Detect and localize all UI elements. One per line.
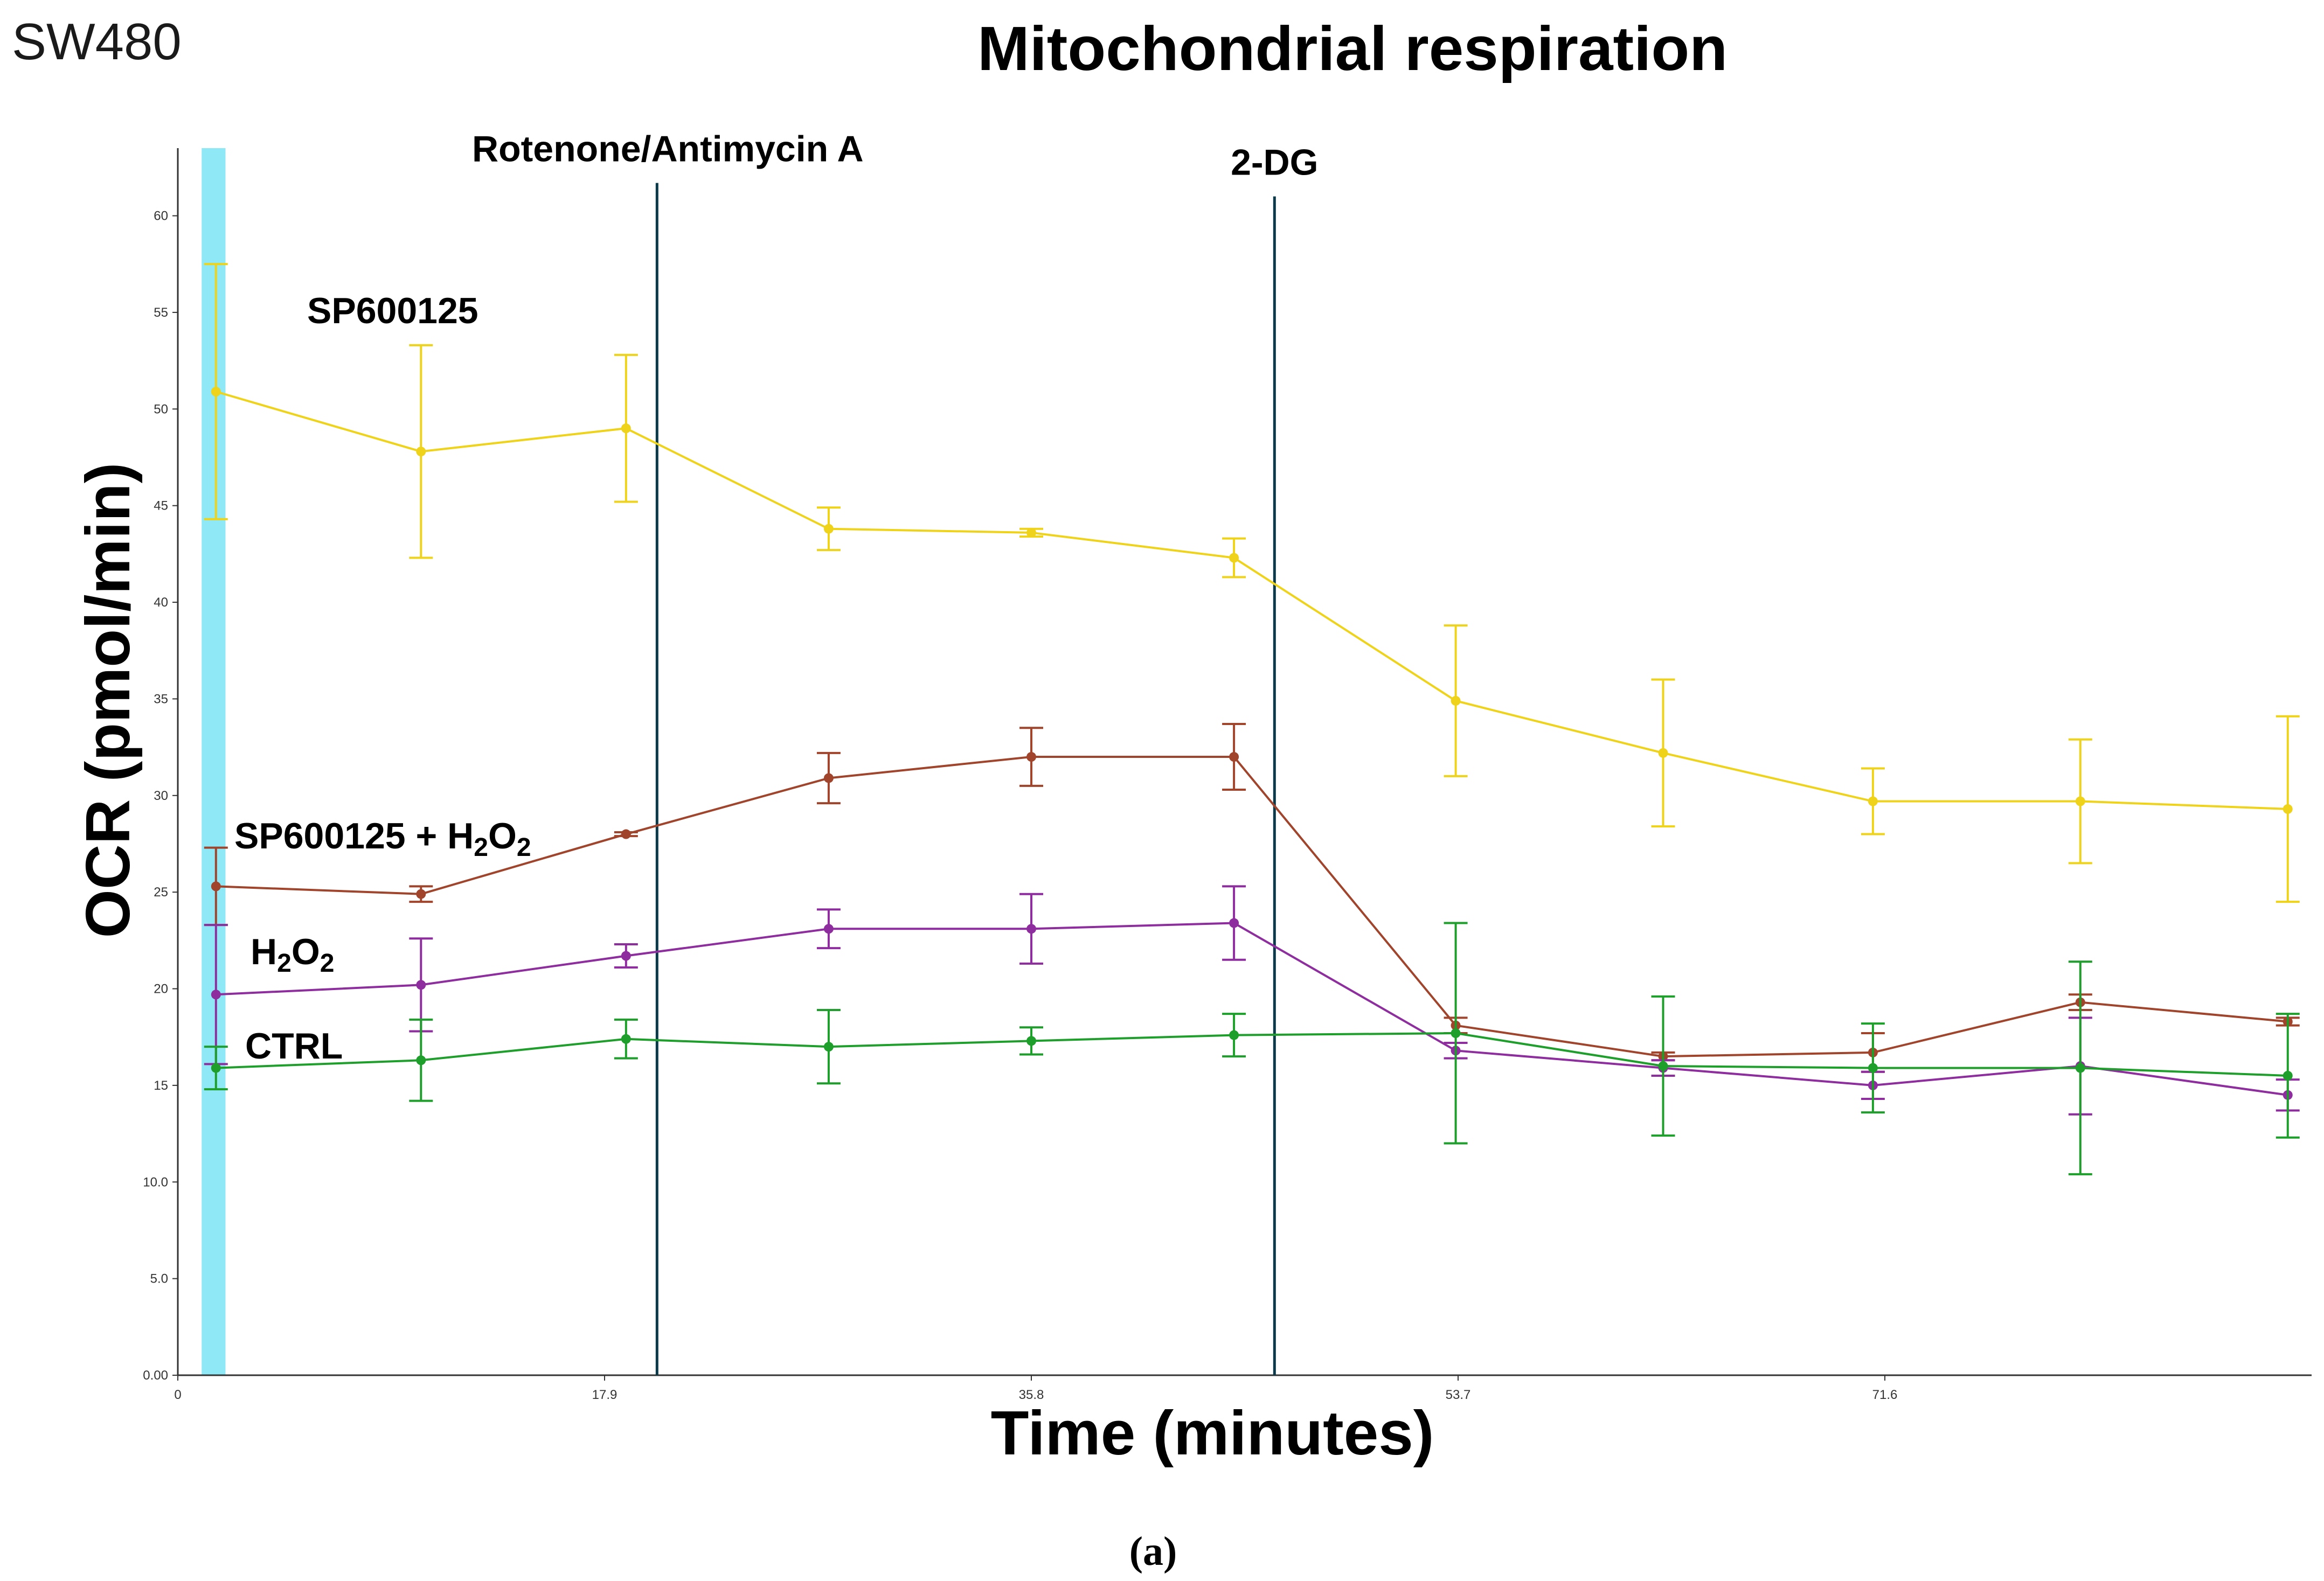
y-tick-label: 35 <box>154 692 168 706</box>
series-label: H2O2 <box>251 931 334 978</box>
series-label: CTRL <box>245 1026 343 1067</box>
y-tick-label: 45 <box>154 499 168 513</box>
data-point <box>823 524 834 534</box>
data-point <box>621 951 631 961</box>
data-point <box>1026 527 1036 538</box>
subscript: 2 <box>277 949 292 978</box>
data-point <box>211 881 221 892</box>
chart-title: Mitochondrial respiration <box>977 13 1728 83</box>
x-tick-label: 35.8 <box>1019 1388 1044 1402</box>
data-point <box>621 423 631 434</box>
panel-label: SW480 <box>12 13 182 71</box>
y-tick-label: 15 <box>154 1078 168 1093</box>
series-label-text: SP600125 <box>307 290 478 331</box>
x-tick-label: 0 <box>174 1388 181 1402</box>
series-label: SP600125 <box>307 290 478 331</box>
data-point <box>211 1063 221 1073</box>
data-point <box>823 773 834 783</box>
y-tick-label: 25 <box>154 885 168 900</box>
series-label: SP600125 + H2O2 <box>234 816 531 862</box>
series-label-text: O <box>292 931 320 972</box>
data-point <box>1026 752 1036 762</box>
data-point <box>1868 796 1878 806</box>
y-tick-label: 40 <box>154 595 168 610</box>
data-point <box>416 980 426 990</box>
data-point <box>2075 1063 2085 1073</box>
data-point <box>416 447 426 457</box>
plot-area: 0.00 5.0 10.0 15 20 25 30 35 40 45 50 55 60 0 17.9 35.8… <box>143 129 2312 1402</box>
data-point <box>1451 1028 1461 1039</box>
series-label-text: SP600125 + H <box>234 816 474 856</box>
series-label-text: O <box>488 816 517 856</box>
data-point <box>621 829 631 839</box>
data-point <box>416 1055 426 1065</box>
series-line <box>216 1032 2288 1077</box>
y-tick-label: 30 <box>154 789 168 803</box>
data-point <box>211 387 221 397</box>
data-point <box>1229 918 1239 928</box>
y-tick-label: 50 <box>154 402 168 416</box>
subscript: 2 <box>320 949 335 978</box>
data-point <box>1451 695 1461 706</box>
data-point <box>1026 1036 1036 1046</box>
data-point <box>1658 748 1668 758</box>
y-tick-label: 0.00 <box>143 1368 168 1383</box>
data-point <box>1229 553 1239 563</box>
data-point <box>823 1042 834 1052</box>
data-point <box>823 924 834 934</box>
y-tick-label: 55 <box>154 305 168 320</box>
y-axis-title: OCR (pmol/min) <box>73 463 143 938</box>
series-label-text: CTRL <box>245 1026 343 1067</box>
data-point <box>621 1034 631 1044</box>
y-tick-label: 10.0 <box>143 1175 168 1189</box>
injection-label: Rotenone/Antimycin A <box>472 129 864 170</box>
injection-label: 2-DG <box>1231 142 1318 183</box>
data-point <box>416 889 426 899</box>
x-tick-label: 17.9 <box>592 1388 618 1402</box>
data-point <box>1229 752 1239 762</box>
y-tick-label: 20 <box>154 982 168 997</box>
y-tick-label: 60 <box>154 209 168 224</box>
data-point <box>2075 796 2085 806</box>
x-tick-label: 71.6 <box>1872 1388 1898 1402</box>
data-point <box>1868 1063 1878 1073</box>
y-tick-label: 5.0 <box>150 1272 168 1286</box>
data-point <box>1229 1030 1239 1040</box>
x-axis-title: Time (minutes) <box>991 1398 1434 1468</box>
x-tick-label: 53.7 <box>1446 1388 1471 1402</box>
data-point <box>2283 1070 2293 1081</box>
series-label-text: H <box>251 931 277 972</box>
subscript: 2 <box>474 833 488 862</box>
figure-caption: (a) <box>1129 1529 1177 1574</box>
baseline-band <box>202 148 226 1375</box>
data-point <box>211 990 221 1000</box>
series-line <box>216 391 2288 810</box>
series-line <box>216 922 2288 1096</box>
data-point <box>1026 924 1036 934</box>
data-point <box>2283 804 2293 814</box>
subscript: 2 <box>517 833 531 862</box>
data-point <box>1658 1061 1668 1071</box>
